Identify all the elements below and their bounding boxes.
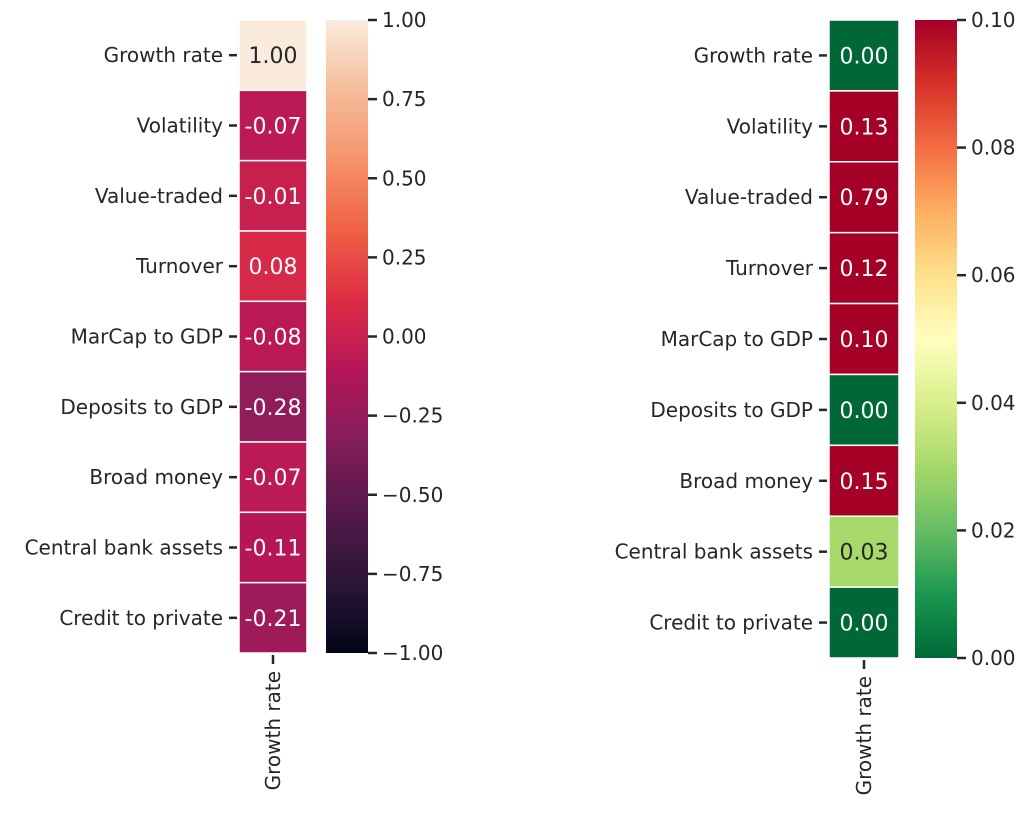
corr-cell-value-label: -0.28 bbox=[245, 396, 302, 421]
corr-cell bbox=[238, 581, 308, 654]
pval-column-label: Growth rate bbox=[852, 676, 876, 795]
pval-cell bbox=[828, 231, 900, 305]
corr-cell bbox=[238, 511, 308, 584]
corr-cell bbox=[238, 441, 308, 514]
pval-cell bbox=[828, 515, 900, 588]
correlation-heatmap-panel: 1.00 Growth rate -0.07 Volatility -0.01 Value… bbox=[25, 8, 444, 790]
corr-cell-value-label: -0.11 bbox=[245, 537, 302, 562]
pval-colorbar-tick-label: 0.08 bbox=[971, 136, 1016, 160]
corr-colorbar bbox=[326, 20, 368, 653]
pval-row-label: Turnover bbox=[725, 256, 814, 280]
corr-cell bbox=[238, 89, 308, 162]
pval-cell-value-label: 0.00 bbox=[840, 399, 889, 424]
corr-row-label: Volatility bbox=[137, 114, 224, 138]
corr-colorbar-tick-label: −1.00 bbox=[382, 641, 443, 665]
pval-colorbar-tick-label: 0.00 bbox=[971, 646, 1016, 670]
corr-cell bbox=[238, 19, 308, 92]
pval-cell-value-label: 0.00 bbox=[840, 44, 889, 69]
corr-colorbar-tick-label: 1.00 bbox=[382, 8, 427, 32]
pval-row-label: Deposits to GDP bbox=[650, 398, 813, 422]
corr-cell-value-label: -0.01 bbox=[245, 185, 302, 210]
pval-cell-value-label: 0.79 bbox=[840, 186, 889, 211]
pval-colorbar-tick-label: 0.02 bbox=[971, 518, 1016, 542]
pval-colorbar-tick-label: 0.06 bbox=[971, 263, 1016, 287]
corr-cell-value-label: 1.00 bbox=[249, 44, 298, 69]
corr-colorbar-tick-label: 0.00 bbox=[382, 325, 427, 349]
pval-colorbar-tick-label: 0.04 bbox=[971, 391, 1016, 415]
pval-cell-value-label: 0.15 bbox=[840, 470, 889, 495]
pval-cell bbox=[828, 373, 900, 447]
corr-cell bbox=[238, 159, 308, 232]
corr-cell bbox=[238, 300, 308, 373]
pval-row-label: Credit to private bbox=[649, 611, 813, 635]
corr-row-label: MarCap to GDP bbox=[71, 325, 223, 349]
corr-row-label: Broad money bbox=[89, 465, 223, 489]
pval-cell bbox=[828, 161, 900, 234]
corr-row-label: Central bank assets bbox=[25, 536, 223, 560]
corr-colorbar-tick-label: 0.50 bbox=[382, 166, 427, 190]
p-value-heatmap-panel: 0.00 Growth rate 0.13 Volatility 0.79 Value-t… bbox=[615, 8, 1016, 795]
pval-colorbar bbox=[915, 20, 957, 658]
pval-cell bbox=[828, 586, 900, 659]
corr-cell-value-label: 0.08 bbox=[249, 255, 298, 280]
pval-cell-value-label: 0.12 bbox=[840, 257, 889, 282]
corr-column-label: Growth rate bbox=[261, 671, 285, 790]
corr-colorbar-tick-label: 0.75 bbox=[382, 87, 427, 111]
corr-cell-value-label: -0.21 bbox=[245, 607, 302, 632]
pval-row-label: MarCap to GDP bbox=[661, 327, 813, 351]
pval-cell-value-label: 0.10 bbox=[840, 328, 889, 353]
corr-row-label: Growth rate bbox=[104, 43, 223, 67]
corr-row-label: Credit to private bbox=[59, 606, 223, 630]
corr-colorbar-tick-label: 0.25 bbox=[382, 245, 427, 269]
corr-cell-value-label: -0.07 bbox=[245, 466, 302, 491]
corr-row-label: Turnover bbox=[135, 254, 224, 278]
corr-cell-value-label: -0.08 bbox=[245, 326, 302, 351]
pval-row-label: Growth rate bbox=[694, 43, 813, 67]
pval-colorbar-tick-label: 0.10 bbox=[971, 8, 1016, 32]
pval-row-label: Central bank assets bbox=[615, 540, 813, 564]
pval-cell-value-label: 0.13 bbox=[840, 115, 889, 140]
corr-cell bbox=[238, 370, 308, 443]
corr-colorbar-tick-label: −0.50 bbox=[382, 483, 443, 507]
pval-row-label: Broad money bbox=[679, 469, 813, 493]
corr-row-label: Deposits to GDP bbox=[60, 395, 223, 419]
pval-cell bbox=[828, 444, 900, 517]
pval-row-label: Volatility bbox=[727, 114, 814, 138]
pval-cell-value-label: 0.03 bbox=[840, 541, 889, 566]
corr-colorbar-tick-label: −0.75 bbox=[382, 562, 443, 586]
pval-cell-value-label: 0.00 bbox=[840, 612, 889, 637]
corr-row-label: Value-traded bbox=[95, 184, 223, 208]
pval-cell bbox=[828, 90, 900, 163]
pval-cell bbox=[828, 19, 900, 92]
corr-colorbar-tick-label: −0.25 bbox=[382, 404, 443, 428]
pval-row-label: Value-traded bbox=[685, 185, 813, 209]
corr-cell-value-label: -0.07 bbox=[245, 115, 302, 140]
